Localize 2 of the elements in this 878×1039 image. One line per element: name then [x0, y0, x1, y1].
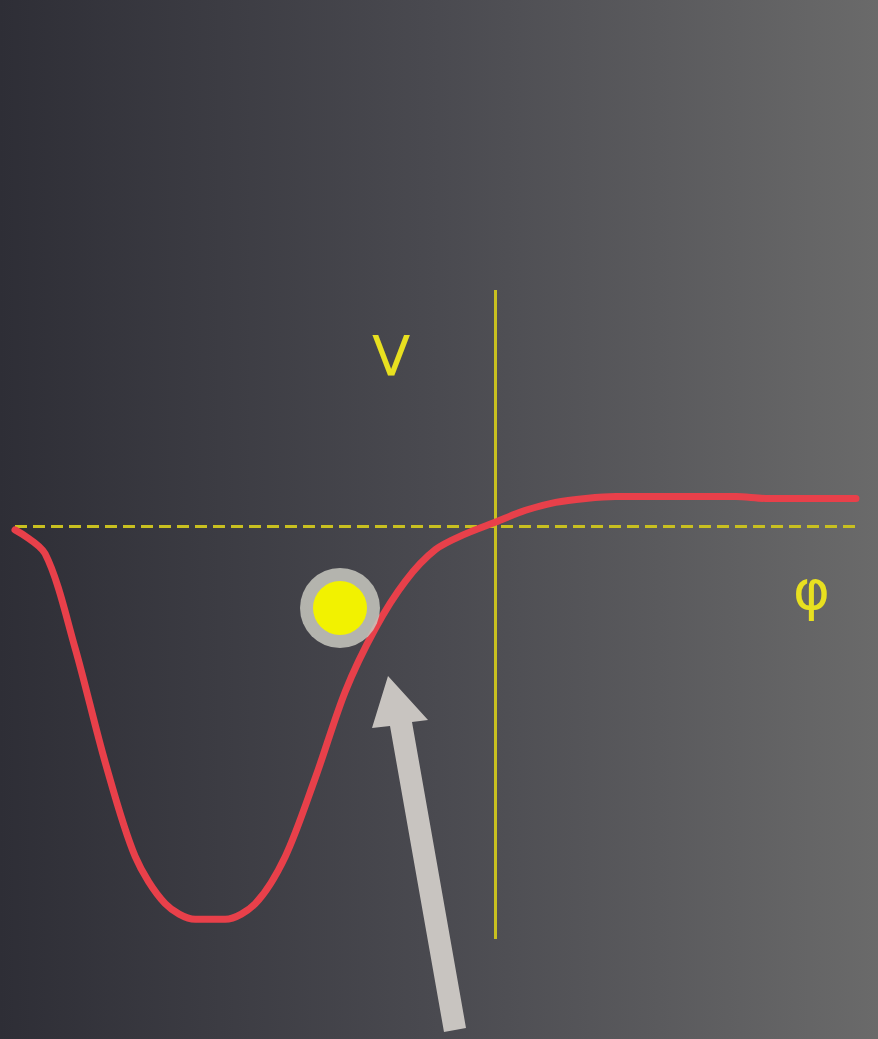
x-axis-title: φ — [793, 557, 830, 622]
y-axis-title: V — [372, 323, 411, 388]
